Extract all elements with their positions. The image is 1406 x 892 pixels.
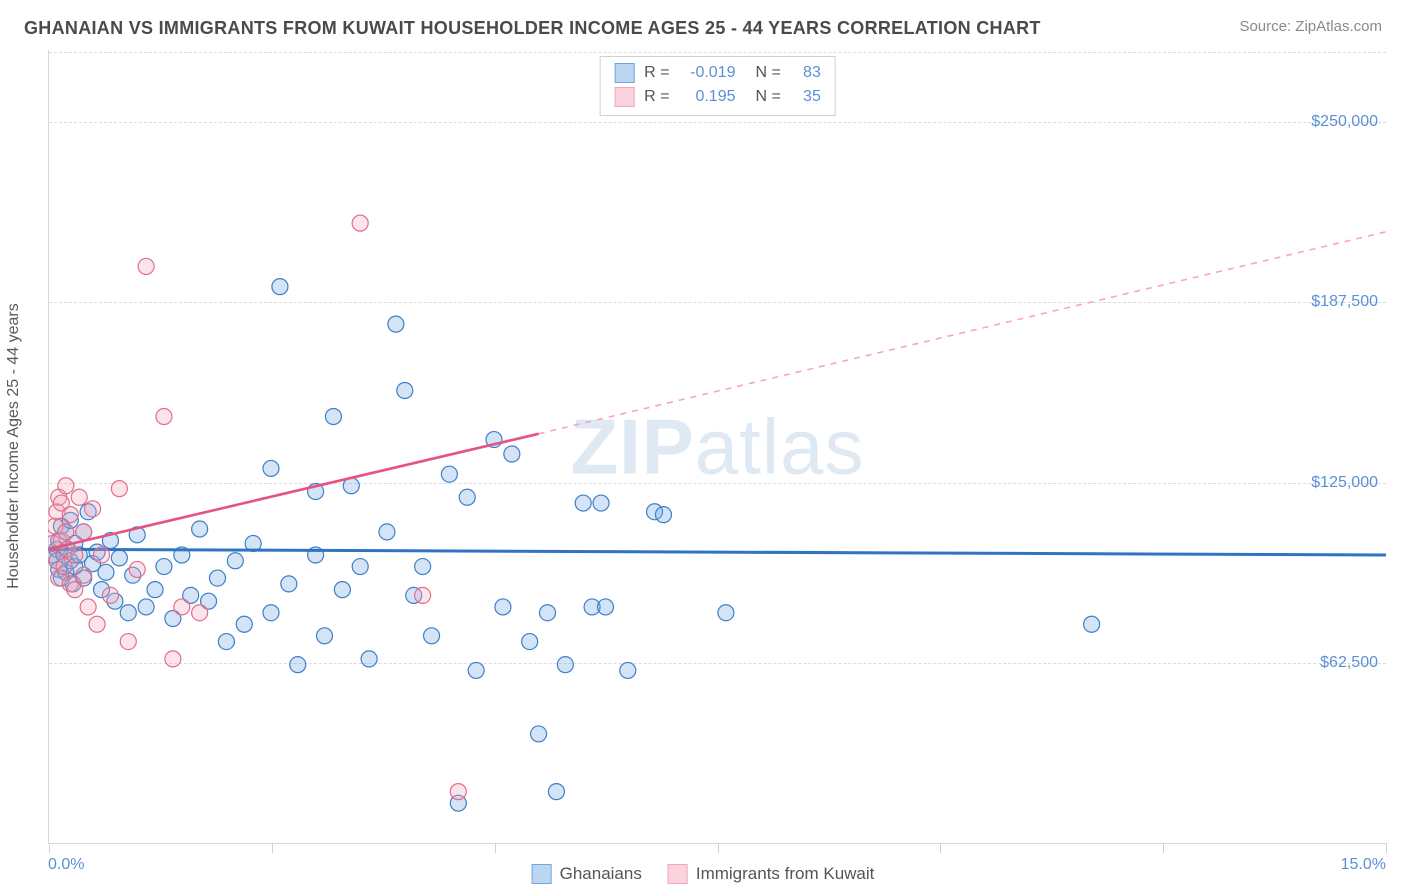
x-tick xyxy=(272,843,273,853)
watermark-bold: ZIP xyxy=(570,402,694,490)
legend-n-value: 35 xyxy=(791,85,821,109)
x-tick xyxy=(940,843,941,853)
gridline xyxy=(49,52,1386,53)
legend-r-value: -0.019 xyxy=(680,61,736,85)
watermark-rest: atlas xyxy=(695,402,865,490)
correlation-legend: R = -0.019 N = 83 R = 0.195 N = 35 xyxy=(599,56,836,116)
legend-n-label: N = xyxy=(756,61,781,85)
legend-swatch xyxy=(668,864,688,884)
source-attribution: Source: ZipAtlas.com xyxy=(1239,18,1382,35)
series-legend-item: Immigrants from Kuwait xyxy=(668,864,875,884)
legend-n-value: 83 xyxy=(791,61,821,85)
series-legend-label: Ghanaians xyxy=(560,864,642,884)
y-tick-label: $250,000 xyxy=(1311,113,1378,131)
legend-swatch xyxy=(532,864,552,884)
x-tick xyxy=(1163,843,1164,853)
y-axis-label: Householder Income Ages 25 - 44 years xyxy=(5,303,23,589)
gridline xyxy=(49,302,1386,303)
x-tick xyxy=(1386,843,1387,853)
header: GHANAIAN VS IMMIGRANTS FROM KUWAIT HOUSE… xyxy=(0,0,1406,43)
legend-r-label: R = xyxy=(644,61,669,85)
legend-r-label: R = xyxy=(644,85,669,109)
series-legend-item: Ghanaians xyxy=(532,864,642,884)
y-tick-label: $187,500 xyxy=(1311,293,1378,311)
gridline xyxy=(49,483,1386,484)
x-axis-min-label: 0.0% xyxy=(48,856,84,874)
series-legend-label: Immigrants from Kuwait xyxy=(696,864,875,884)
correlation-legend-row: R = -0.019 N = 83 xyxy=(614,61,821,85)
correlation-legend-row: R = 0.195 N = 35 xyxy=(614,85,821,109)
gridline xyxy=(49,663,1386,664)
legend-n-label: N = xyxy=(756,85,781,109)
x-tick xyxy=(718,843,719,853)
gridline xyxy=(49,122,1386,123)
legend-r-value: 0.195 xyxy=(680,85,736,109)
x-tick xyxy=(49,843,50,853)
chart-plot-area: ZIPatlas R = -0.019 N = 83 R = 0.195 N = 35 $62… xyxy=(48,50,1386,844)
series-legend: Ghanaians Immigrants from Kuwait xyxy=(532,864,875,884)
x-axis-max-label: 15.0% xyxy=(1341,856,1386,874)
x-tick xyxy=(495,843,496,853)
y-tick-label: $125,000 xyxy=(1311,474,1378,492)
y-tick-label: $62,500 xyxy=(1320,654,1378,672)
legend-swatch xyxy=(614,63,634,83)
chart-title: GHANAIAN VS IMMIGRANTS FROM KUWAIT HOUSE… xyxy=(24,18,1041,39)
legend-swatch xyxy=(614,87,634,107)
watermark: ZIPatlas xyxy=(570,401,864,492)
